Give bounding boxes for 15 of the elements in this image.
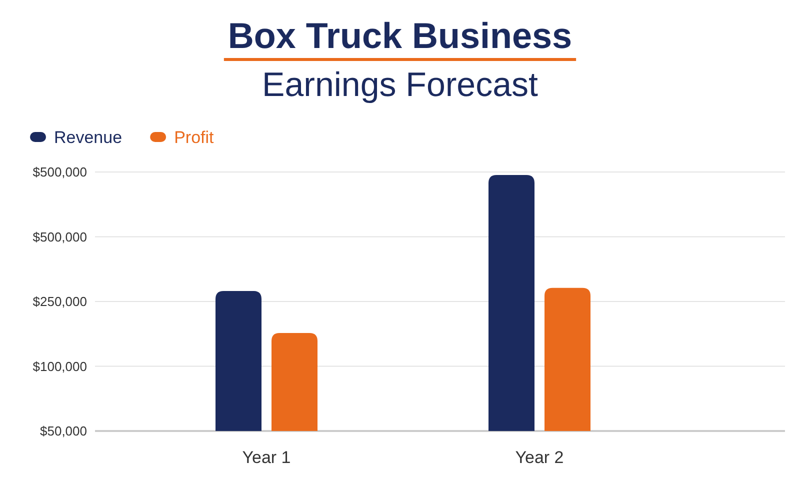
bar [272, 332, 318, 431]
text: $500,000 [32, 229, 87, 244]
text: $50,000 [40, 424, 87, 439]
text: $250,000 [32, 294, 87, 310]
x-tick-label: Year 2 [515, 448, 564, 468]
bar [216, 290, 262, 431]
legend-label: Revenue [54, 128, 122, 147]
chart-title: Box Truck Business [228, 15, 572, 56]
bar [488, 175, 534, 431]
text: $500,000 [32, 164, 87, 180]
x-tick-label: Year 1 [242, 448, 291, 468]
legend-label: Profit [174, 128, 214, 147]
chart-subtitle: Earnings Forecast [262, 66, 538, 104]
bar [544, 288, 590, 431]
text: $100,000 [32, 358, 87, 374]
